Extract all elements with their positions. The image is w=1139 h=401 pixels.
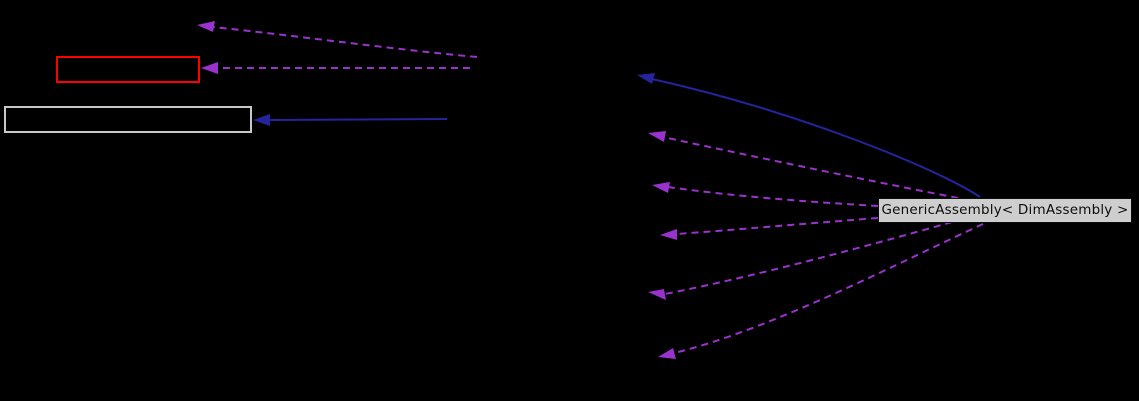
edge-dashed-fan-1-arrowhead-icon (648, 131, 666, 142)
node-generic-assembly[interactable]: GenericAssembly< DimAssembly > (878, 198, 1132, 223)
edge-dashed-fan-2-arrowhead-icon (652, 182, 670, 193)
edge-dashed-fan-5-arrowhead-icon (658, 348, 676, 359)
edge-dashed-topleft-lower-arrowhead-icon (201, 62, 218, 74)
edge-dashed-fan-2 (667, 186, 879, 207)
edge-dashed-fan-3 (676, 217, 879, 235)
node-generic-assembly-label: GenericAssembly< DimAssembly > (881, 201, 1129, 218)
edge-dashed-fan-3-arrowhead-icon (660, 229, 677, 240)
edge-dashed-fan-4 (664, 221, 953, 295)
node-truncated-red-box[interactable] (56, 56, 200, 83)
edge-dashed-topleft-upper-arrowhead-icon (197, 21, 215, 32)
edge-solid-left (269, 118, 448, 121)
edge-dashed-fan-5 (673, 223, 984, 354)
node-plain-gray-box[interactable] (4, 106, 252, 133)
edge-dashed-fan-4-arrowhead-icon (648, 289, 666, 300)
edge-solid-fan-top (651, 78, 981, 198)
edge-solid-fan-top-arrowhead-icon (637, 73, 655, 84)
edge-dashed-topleft-upper (212, 26, 478, 58)
edge-solid-left-arrowhead-icon (253, 114, 270, 126)
edge-dashed-fan-1 (662, 136, 959, 199)
